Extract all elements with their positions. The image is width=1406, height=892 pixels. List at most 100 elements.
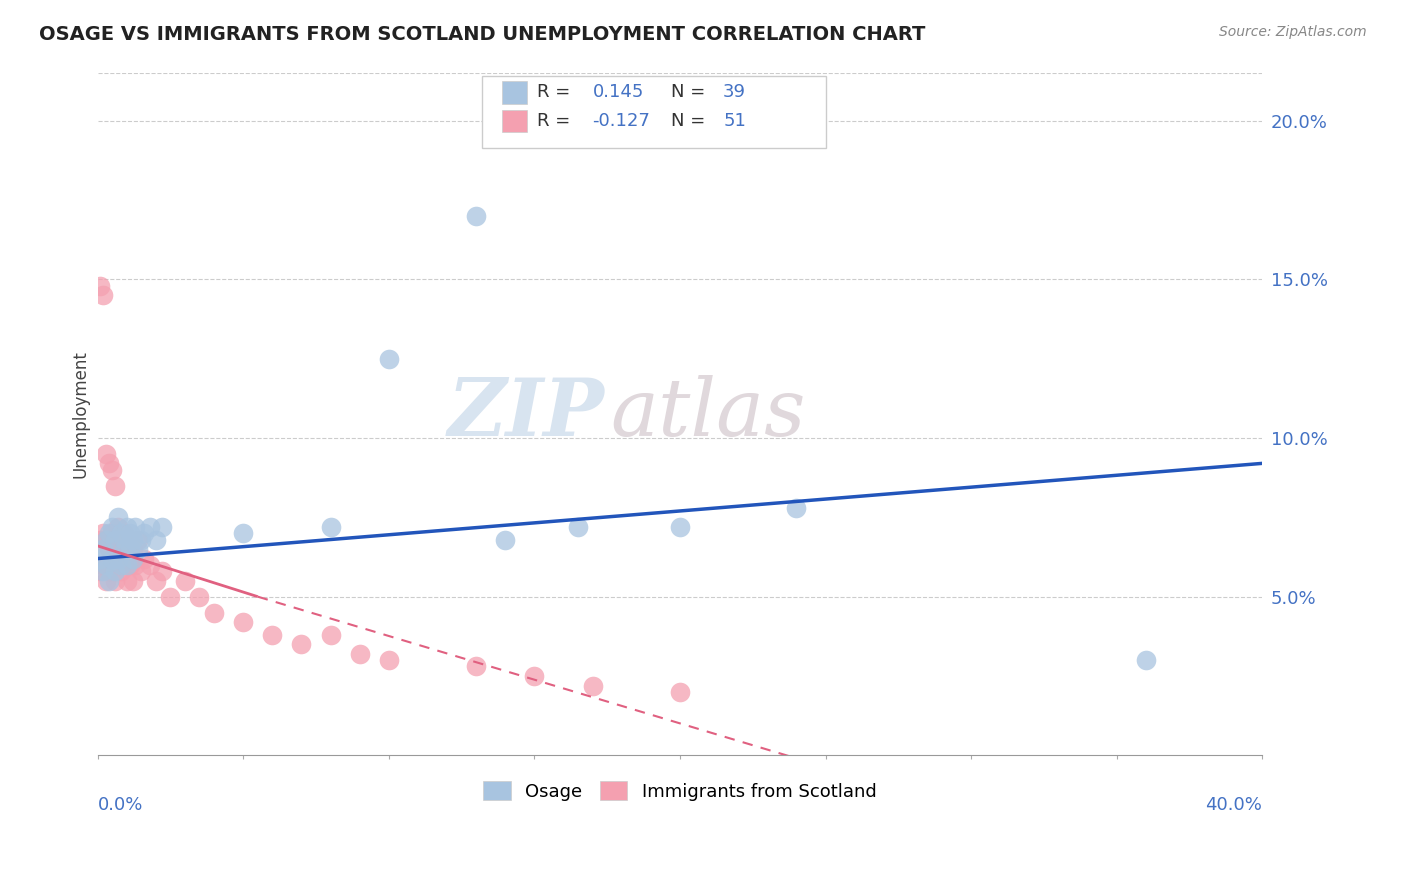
Point	[89, 278, 111, 293]
Point	[98, 574, 121, 588]
Text: 51: 51	[723, 112, 747, 130]
Point	[93, 526, 115, 541]
Point	[669, 520, 692, 534]
Legend: Osage, Immigrants from Scotland: Osage, Immigrants from Scotland	[477, 774, 884, 808]
Point	[96, 447, 118, 461]
Point	[112, 551, 135, 566]
Point	[121, 551, 143, 566]
Point	[118, 533, 141, 547]
FancyBboxPatch shape	[482, 77, 825, 148]
Point	[115, 574, 138, 588]
Point	[89, 564, 111, 578]
Point	[110, 533, 132, 547]
Text: N =: N =	[671, 112, 710, 130]
Point	[93, 564, 115, 578]
Point	[112, 542, 135, 557]
Point	[378, 351, 401, 366]
Y-axis label: Unemployment: Unemployment	[72, 351, 89, 478]
Point	[104, 542, 127, 557]
Point	[107, 558, 129, 572]
Point	[494, 533, 516, 547]
Point	[232, 615, 254, 629]
Point	[104, 564, 127, 578]
Text: ZIP: ZIP	[447, 376, 605, 453]
Point	[121, 574, 143, 588]
Point	[232, 526, 254, 541]
Point	[96, 574, 118, 588]
Point	[112, 526, 135, 541]
Point	[101, 551, 124, 566]
Text: atlas: atlas	[610, 376, 806, 453]
Point	[319, 520, 342, 534]
Point	[98, 526, 121, 541]
Point	[159, 590, 181, 604]
Point	[262, 628, 284, 642]
Point	[150, 564, 173, 578]
Text: 0.0%: 0.0%	[97, 797, 143, 814]
Point	[134, 551, 156, 566]
Text: R =: R =	[537, 84, 575, 102]
Point	[112, 533, 135, 547]
Text: R =: R =	[537, 112, 575, 130]
Point	[107, 520, 129, 534]
Point	[89, 551, 111, 566]
Point	[145, 574, 167, 588]
Point	[101, 526, 124, 541]
Point	[581, 679, 603, 693]
Point	[465, 659, 488, 673]
Point	[115, 558, 138, 572]
Point	[93, 542, 115, 557]
Point	[104, 478, 127, 492]
Point	[89, 533, 111, 547]
Point	[567, 520, 589, 534]
Point	[110, 564, 132, 578]
Text: 39: 39	[723, 84, 747, 102]
Point	[134, 526, 156, 541]
Point	[101, 558, 124, 572]
Point	[188, 590, 211, 604]
Text: Source: ZipAtlas.com: Source: ZipAtlas.com	[1219, 25, 1367, 39]
Point	[127, 533, 149, 547]
Point	[202, 606, 225, 620]
FancyBboxPatch shape	[502, 110, 527, 132]
Point	[93, 288, 115, 302]
Point	[523, 669, 546, 683]
Point	[96, 558, 118, 572]
Point	[319, 628, 342, 642]
Point	[378, 653, 401, 667]
Text: 0.145: 0.145	[592, 84, 644, 102]
Point	[98, 564, 121, 578]
Point	[150, 520, 173, 534]
Point	[107, 510, 129, 524]
Point	[96, 533, 118, 547]
Point	[118, 558, 141, 572]
Point	[110, 558, 132, 572]
Text: OSAGE VS IMMIGRANTS FROM SCOTLAND UNEMPLOYMENT CORRELATION CHART: OSAGE VS IMMIGRANTS FROM SCOTLAND UNEMPL…	[39, 25, 925, 44]
Point	[174, 574, 197, 588]
Point	[101, 463, 124, 477]
Point	[93, 558, 115, 572]
Point	[121, 542, 143, 557]
Point	[349, 647, 371, 661]
Point	[124, 520, 146, 534]
Point	[115, 542, 138, 557]
Point	[127, 542, 149, 557]
Text: 40.0%: 40.0%	[1205, 797, 1263, 814]
Point	[118, 526, 141, 541]
Point	[290, 637, 312, 651]
Point	[669, 685, 692, 699]
Point	[98, 456, 121, 470]
Point	[145, 533, 167, 547]
Point	[121, 533, 143, 547]
Point	[139, 558, 162, 572]
Point	[101, 520, 124, 534]
Point	[110, 526, 132, 541]
Point	[118, 542, 141, 557]
Text: -0.127: -0.127	[592, 112, 651, 130]
Point	[124, 558, 146, 572]
Point	[1135, 653, 1157, 667]
Point	[96, 533, 118, 547]
Point	[115, 520, 138, 534]
FancyBboxPatch shape	[502, 81, 527, 103]
Point	[129, 533, 152, 547]
